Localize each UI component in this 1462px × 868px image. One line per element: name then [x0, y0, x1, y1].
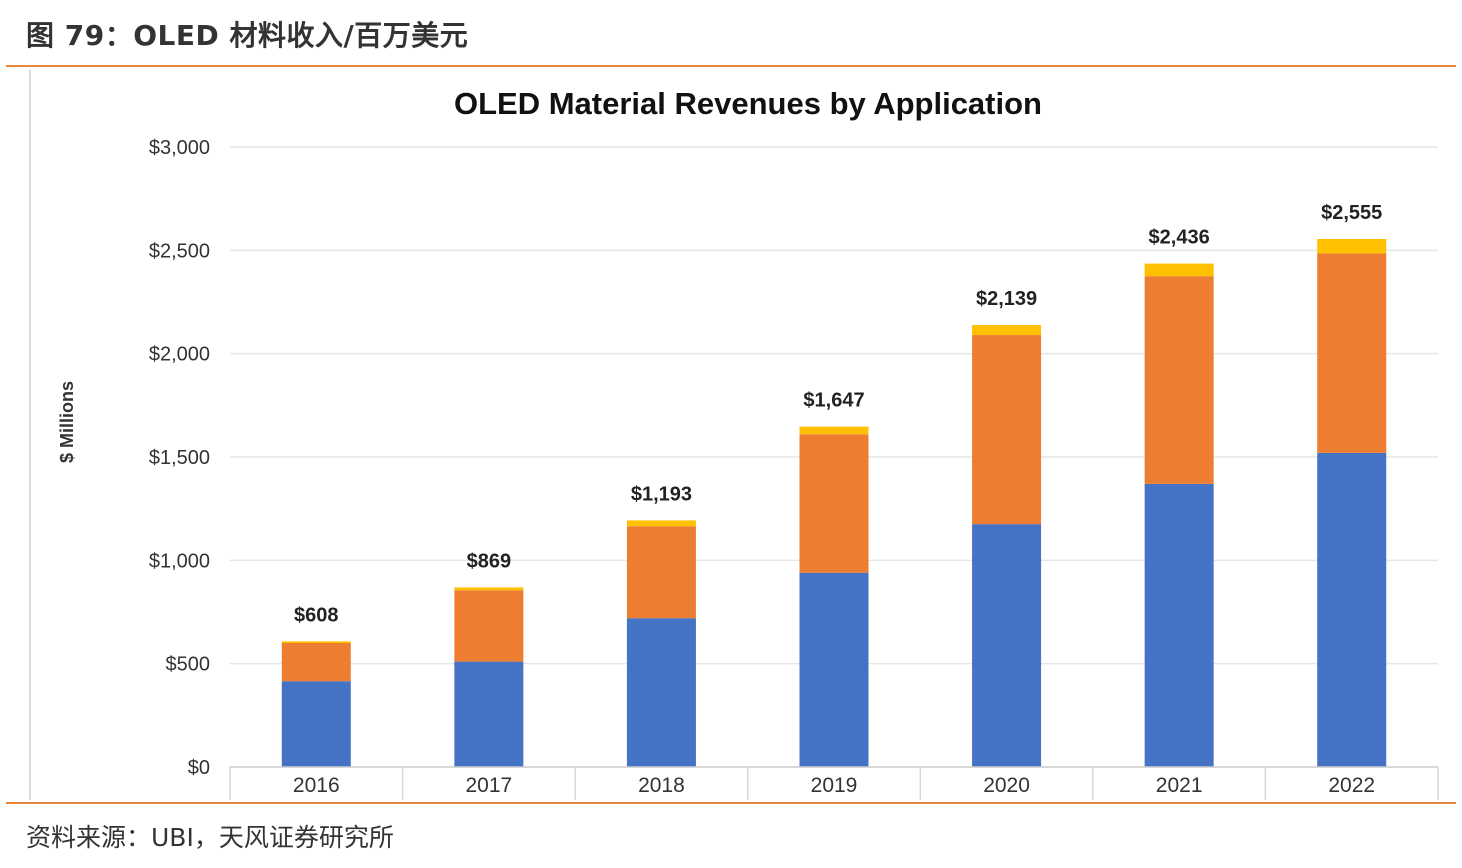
bar-segment — [281, 681, 351, 767]
y-tick-label: $500 — [166, 654, 211, 676]
bar-segment — [799, 426, 869, 435]
bar-segment — [454, 661, 524, 767]
y-tick-label: $0 — [188, 757, 210, 779]
total-label: $869 — [467, 550, 512, 572]
x-tick-label: 2022 — [1328, 774, 1375, 797]
bar-segment — [1317, 253, 1387, 453]
bar-segment — [972, 524, 1042, 767]
bar-segment — [454, 587, 524, 591]
bars — [281, 238, 1387, 767]
bar-segment — [1317, 452, 1387, 767]
top-rule — [6, 65, 1456, 67]
bar-segment — [799, 434, 869, 573]
bar-segment — [1144, 263, 1214, 277]
y-tick-label: $2,500 — [149, 240, 210, 262]
bar-segment — [626, 520, 696, 527]
x-tick-label: 2020 — [983, 774, 1030, 797]
chart-title: OLED Material Revenues by Application — [454, 86, 1042, 121]
x-tick-label: 2016 — [293, 774, 340, 797]
y-ticks: $0 $500 $1,000 $1,500 $2,000 $2,500 $3,000 — [149, 137, 210, 779]
x-tick-label: 2017 — [465, 774, 512, 797]
total-label: $2,436 — [1149, 227, 1210, 249]
bar-segment — [626, 618, 696, 767]
bar-segment — [626, 526, 696, 619]
total-label: $2,555 — [1321, 202, 1382, 224]
bar-segment — [454, 590, 524, 662]
bar-segment — [799, 572, 869, 767]
total-label: $608 — [294, 604, 339, 626]
bar-segment — [972, 335, 1042, 525]
bar-segment — [972, 324, 1042, 336]
x-tick-label: 2018 — [638, 774, 685, 797]
total-label: $1,193 — [631, 483, 692, 505]
figure-caption: 图 79：OLED 材料收入/百万美元 — [26, 19, 469, 52]
bar-segment — [281, 641, 351, 643]
x-axis: 2016 2017 2018 2019 2020 2021 2022 — [229, 766, 1439, 800]
bar-segment — [1317, 238, 1387, 254]
bottom-rule — [6, 802, 1456, 804]
total-label: $2,139 — [976, 288, 1037, 310]
y-tick-label: $2,000 — [149, 344, 210, 366]
source-note: 资料来源：UBI，天风证券研究所 — [26, 823, 394, 852]
bar-segment — [281, 643, 351, 682]
x-tick-label: 2019 — [811, 774, 858, 797]
y-tick-label: $3,000 — [149, 137, 210, 159]
total-labels: $608 $869 $1,193 $1,647 $2,139 $2,436 $2,555 — [294, 202, 1382, 626]
y-axis-label: $ Millions — [57, 381, 77, 463]
y-tick-label: $1,500 — [149, 447, 210, 469]
bar-segment — [1144, 276, 1214, 484]
x-tick-label: 2021 — [1156, 774, 1203, 797]
y-tick-label: $1,000 — [149, 550, 210, 572]
bar-segment — [1144, 483, 1214, 767]
total-label: $1,647 — [803, 390, 864, 412]
